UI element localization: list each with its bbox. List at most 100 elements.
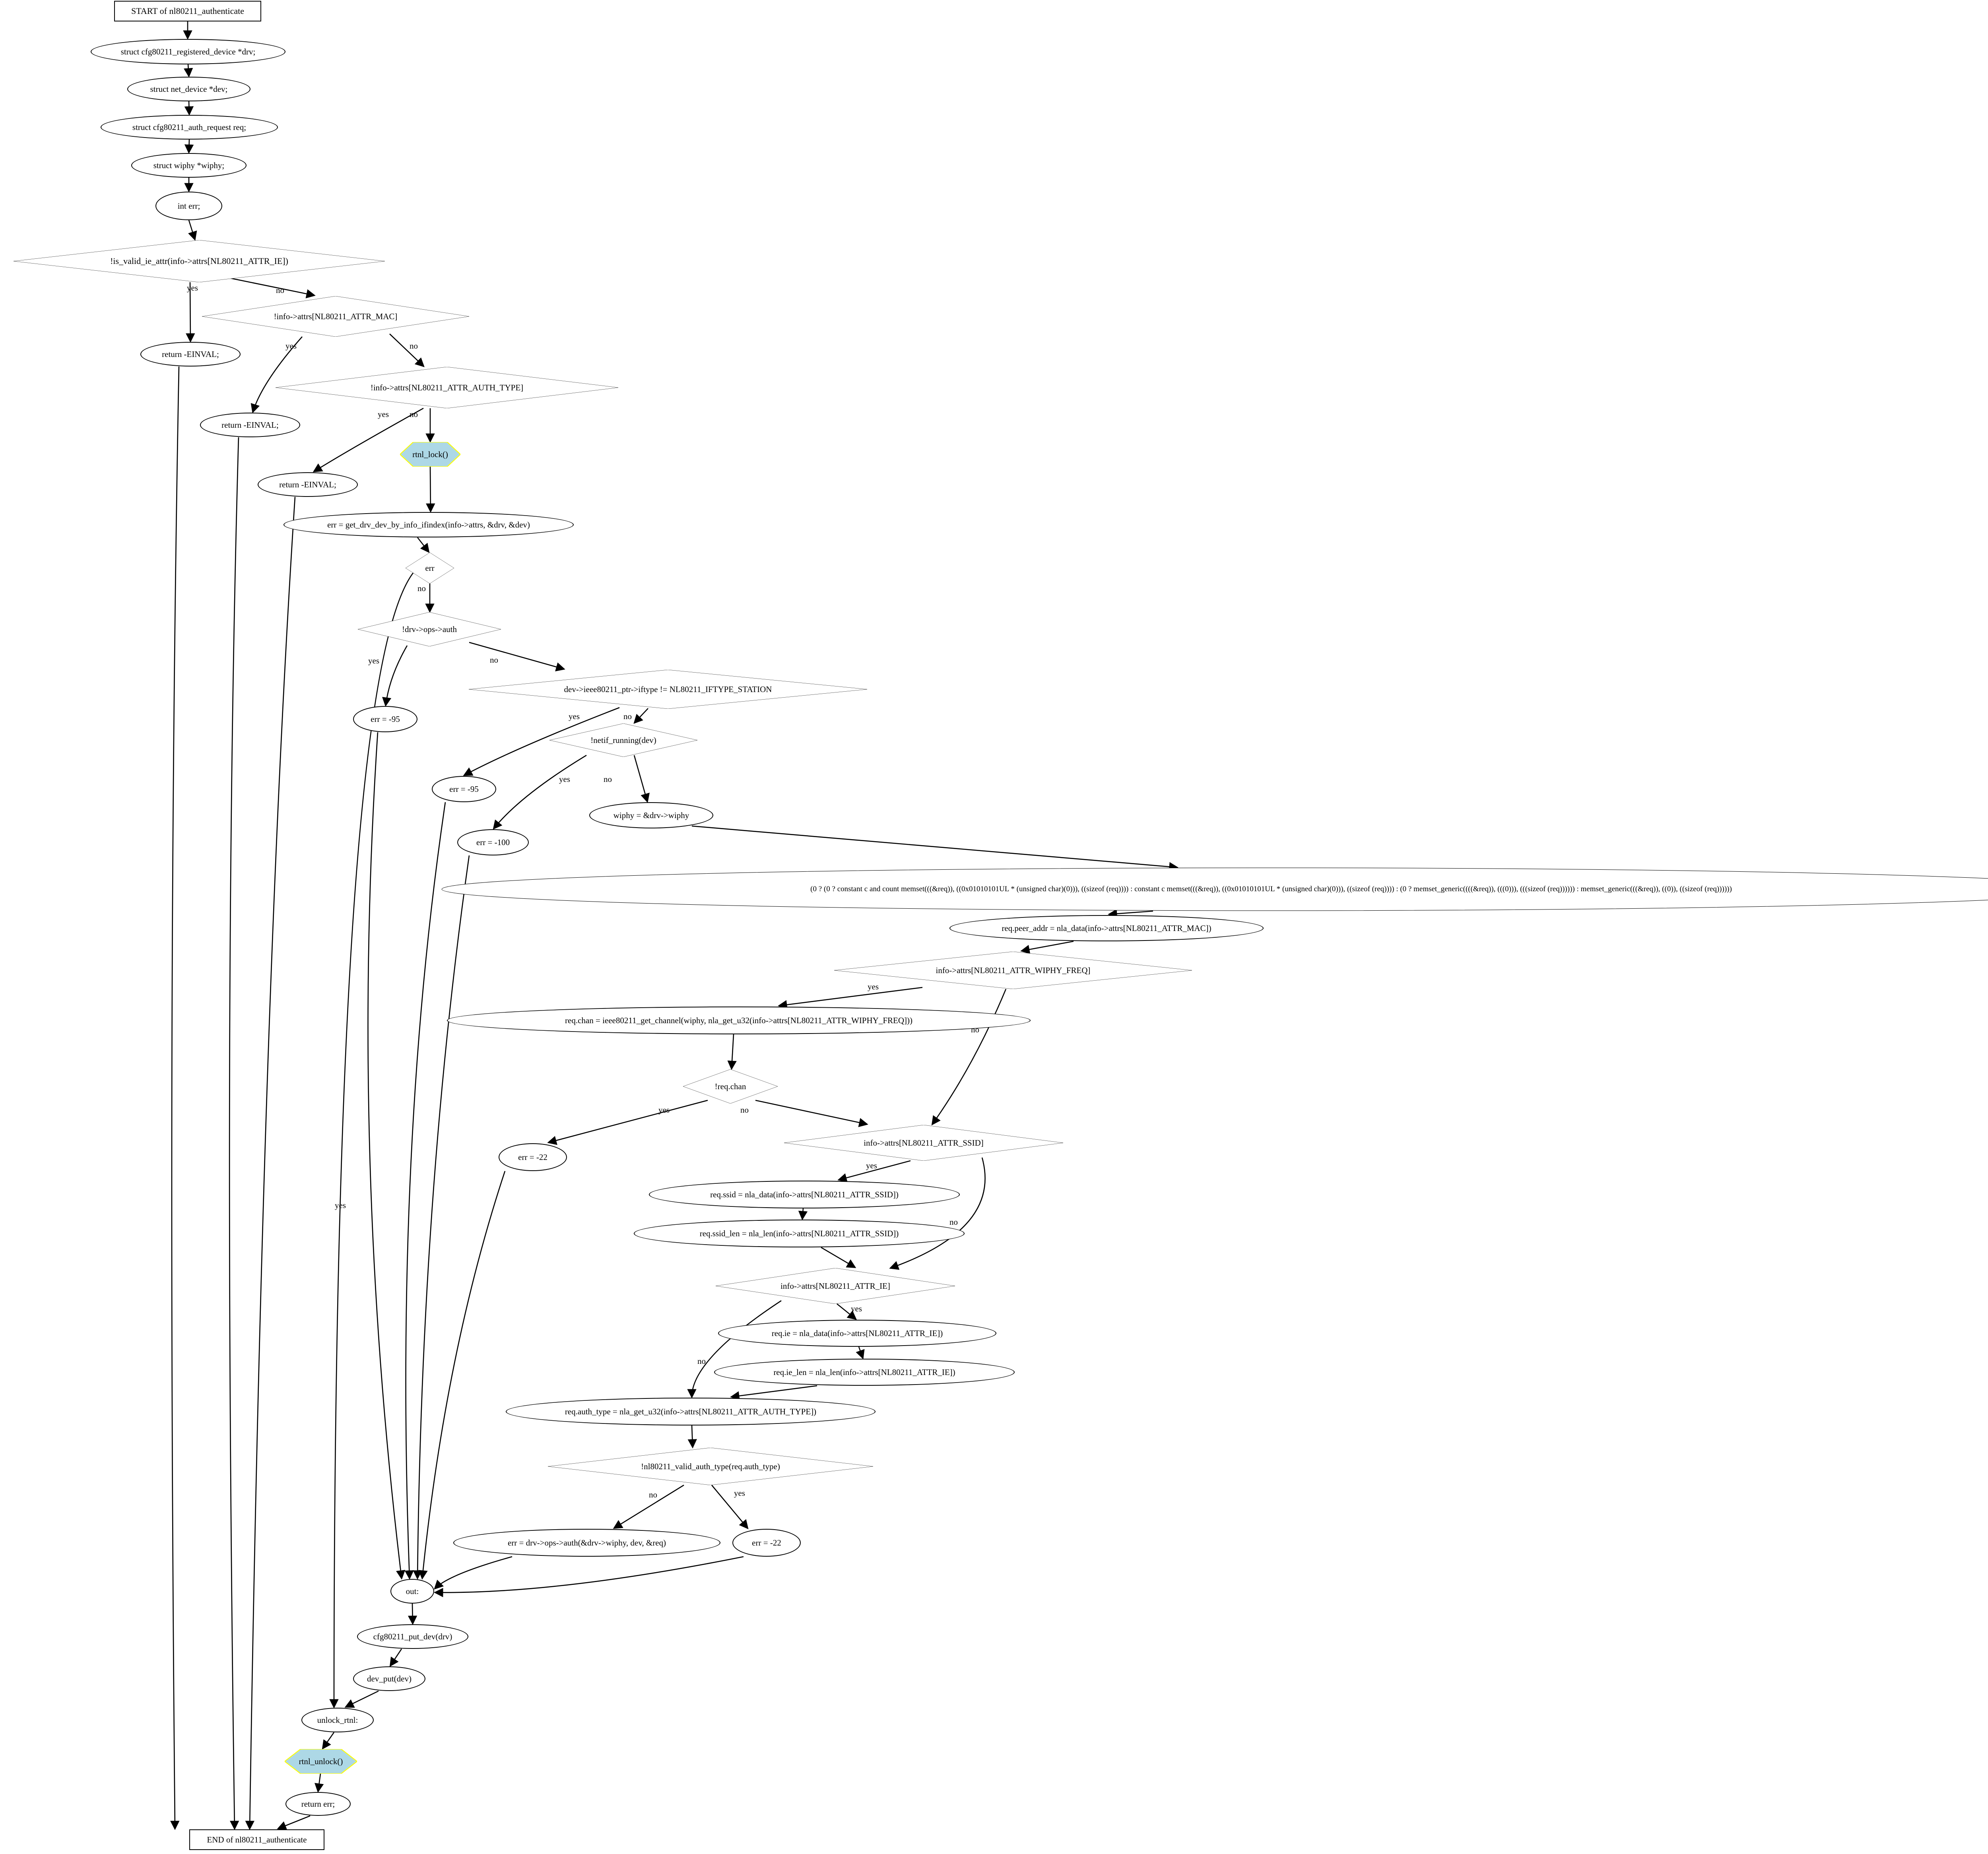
node-cond-iftype-station-label: dev->ieee80211_ptr->iftype != NL80211_IF… (564, 684, 772, 694)
node-err-22-b-label: err = -22 (752, 1538, 781, 1548)
node-cond-attr-ssid-label: info->attrs[NL80211_ATTR_SSID] (864, 1138, 984, 1148)
hexagon-shape (285, 1749, 357, 1774)
edge-label-no: no (740, 1105, 749, 1115)
node-start-label: START of nl80211_authenticate (131, 6, 245, 16)
node-decl-dev-label: struct net_device *dev; (150, 84, 228, 94)
diamond-shape (784, 1125, 1063, 1161)
node-decl-req[interactable]: struct cfg80211_auth_request req; (101, 115, 278, 140)
node-cond-attr-wiphy-freq-label: info->attrs[NL80211_ATTR_WIPHY_FREQ] (936, 965, 1091, 975)
edge-label-no: no (697, 1356, 706, 1366)
node-err-22-a[interactable]: err = -22 (499, 1143, 567, 1171)
edge-label-no: no (971, 1025, 979, 1034)
node-decl-wiphy-label: struct wiphy *wiphy; (153, 160, 225, 170)
edge-label-no: no (949, 1217, 958, 1227)
edge-label-no: no (410, 341, 418, 351)
node-wiphy-assign[interactable]: wiphy = &drv->wiphy (589, 802, 713, 828)
node-req-ssid[interactable]: req.ssid = nla_data(info->attrs[NL80211_… (649, 1181, 960, 1208)
edge-label-yes: yes (866, 1161, 877, 1170)
node-req-ssid-len-label: req.ssid_len = nla_len(info->attrs[NL802… (699, 1228, 899, 1238)
node-return-einval-2-label: return -EINVAL; (221, 420, 279, 430)
node-decl-drv[interactable]: struct cfg80211_registered_device *drv; (91, 39, 285, 64)
node-get-drv-dev-by-info-ifindex-label: err = get_drv_dev_by_info_ifindex(info->… (327, 520, 530, 529)
node-cond-valid-ie-attr[interactable]: !is_valid_ie_attr(info->attrs[NL80211_AT… (14, 240, 385, 282)
node-req-chan-get-channel-label: req.chan = ieee80211_get_channel(wiphy, … (565, 1015, 912, 1025)
node-decl-req-label: struct cfg80211_auth_request req; (132, 122, 247, 132)
node-cond-valid-ie-attr-label: !is_valid_ie_attr(info->attrs[NL80211_AT… (110, 256, 288, 266)
diamond-shape (406, 553, 454, 584)
node-rtnl-unlock[interactable]: rtnl_unlock() (285, 1749, 357, 1774)
node-cfg80211-put-dev[interactable]: cfg80211_put_dev(drv) (357, 1624, 468, 1649)
node-req-chan-get-channel[interactable]: req.chan = ieee80211_get_channel(wiphy, … (447, 1007, 1031, 1034)
node-req-ie-label: req.ie = nla_data(info->attrs[NL80211_AT… (771, 1328, 943, 1338)
node-memset-req-label: (0 ? (0 ? constant c and count memset(((… (810, 885, 1732, 894)
node-err-95-b[interactable]: err = -95 (432, 776, 496, 802)
node-dev-put-label: dev_put(dev) (367, 1674, 412, 1683)
node-end[interactable]: END of nl80211_authenticate (189, 1829, 324, 1850)
edge-label-yes: yes (868, 982, 879, 991)
node-err-22-a-label: err = -22 (518, 1152, 547, 1162)
node-err-95-a[interactable]: err = -95 (353, 706, 417, 732)
edge-label-yes: yes (851, 1304, 862, 1313)
node-decl-wiphy[interactable]: struct wiphy *wiphy; (131, 153, 247, 178)
edge-label-no: no (649, 1490, 657, 1499)
diamond-shape (548, 1448, 873, 1485)
node-cond-netif-running[interactable]: !netif_running(dev) (549, 723, 697, 757)
edge-label-no: no (623, 712, 632, 721)
ellipse-shape (440, 867, 1988, 911)
diamond-shape (202, 296, 469, 337)
diamond-shape (469, 670, 867, 709)
node-cond-err-label: err (425, 563, 435, 573)
node-cond-attr-auth-type[interactable]: !info->attrs[NL80211_ATTR_AUTH_TYPE] (276, 367, 618, 408)
node-cfg80211-put-dev-label: cfg80211_put_dev(drv) (373, 1631, 452, 1641)
node-cond-attr-wiphy-freq[interactable]: info->attrs[NL80211_ATTR_WIPHY_FREQ] (834, 952, 1192, 989)
node-cond-err[interactable]: err (406, 553, 454, 584)
node-cond-iftype-station[interactable]: dev->ieee80211_ptr->iftype != NL80211_IF… (469, 670, 867, 709)
diamond-shape (716, 1268, 955, 1304)
diamond-shape (358, 612, 501, 646)
node-return-einval-1[interactable]: return -EINVAL; (140, 342, 241, 367)
node-cond-attr-mac[interactable]: !info->attrs[NL80211_ATTR_MAC] (202, 296, 469, 337)
node-cond-drv-ops-auth[interactable]: !drv->ops->auth (358, 612, 501, 646)
node-decl-err[interactable]: int err; (155, 192, 222, 220)
node-req-ssid-len[interactable]: req.ssid_len = nla_len(info->attrs[NL802… (634, 1220, 965, 1247)
node-cond-valid-auth-type-label: !nl80211_valid_auth_type(req.auth_type) (641, 1461, 780, 1471)
node-memset-req[interactable]: (0 ? (0 ? constant c and count memset(((… (440, 867, 1988, 911)
node-label-unlock-rtnl[interactable]: unlock_rtnl: (301, 1708, 374, 1732)
node-req-ssid-label: req.ssid = nla_data(info->attrs[NL80211_… (710, 1189, 899, 1199)
node-start[interactable]: START of nl80211_authenticate (114, 1, 261, 21)
node-err-100-label: err = -100 (476, 837, 510, 847)
edge-label-yes: yes (368, 656, 379, 665)
node-cond-valid-auth-type[interactable]: !nl80211_valid_auth_type(req.auth_type) (548, 1448, 873, 1485)
node-req-ie-len[interactable]: req.ie_len = nla_len(info->attrs[NL80211… (714, 1359, 1015, 1386)
node-get-drv-dev-by-info-ifindex[interactable]: err = get_drv_dev_by_info_ifindex(info->… (283, 512, 574, 537)
node-return-err[interactable]: return err; (285, 1792, 351, 1816)
node-dev-put[interactable]: dev_put(dev) (353, 1666, 425, 1691)
node-err-100[interactable]: err = -100 (457, 829, 529, 855)
node-label-out[interactable]: out: (390, 1579, 434, 1604)
node-cond-drv-ops-auth-label: !drv->ops->auth (402, 624, 457, 634)
node-cond-attr-ie[interactable]: info->attrs[NL80211_ATTR_IE] (716, 1268, 955, 1304)
edge-label-yes: yes (378, 409, 389, 419)
hexagon-shape (400, 442, 460, 467)
edge-label-yes: yes (569, 712, 580, 721)
node-end-label: END of nl80211_authenticate (207, 1835, 307, 1844)
node-rtnl-lock-label: rtnl_lock() (412, 449, 448, 459)
node-req-peer-addr[interactable]: req.peer_addr = nla_data(info->attrs[NL8… (949, 915, 1264, 941)
node-req-ie[interactable]: req.ie = nla_data(info->attrs[NL80211_AT… (718, 1320, 996, 1347)
edge-label-yes: yes (658, 1105, 670, 1115)
node-err-22-b[interactable]: err = -22 (732, 1529, 801, 1557)
edge-label-yes: yes (285, 341, 297, 351)
diamond-shape (276, 367, 618, 408)
node-rtnl-unlock-label: rtnl_unlock() (299, 1756, 343, 1766)
node-cond-attr-ssid[interactable]: info->attrs[NL80211_ATTR_SSID] (784, 1125, 1063, 1161)
node-drv-ops-auth-call[interactable]: err = drv->ops->auth(&drv->wiphy, dev, &… (453, 1529, 720, 1557)
node-rtnl-lock[interactable]: rtnl_lock() (400, 442, 460, 467)
node-req-auth-type[interactable]: req.auth_type = nla_get_u32(info->attrs[… (506, 1398, 876, 1425)
node-cond-req-chan[interactable]: !req.chan (683, 1069, 778, 1103)
node-return-einval-3[interactable]: return -EINVAL; (258, 472, 358, 497)
edge-label-no: no (276, 285, 284, 295)
node-decl-dev[interactable]: struct net_device *dev; (127, 77, 250, 101)
node-return-einval-2[interactable]: return -EINVAL; (200, 413, 300, 437)
